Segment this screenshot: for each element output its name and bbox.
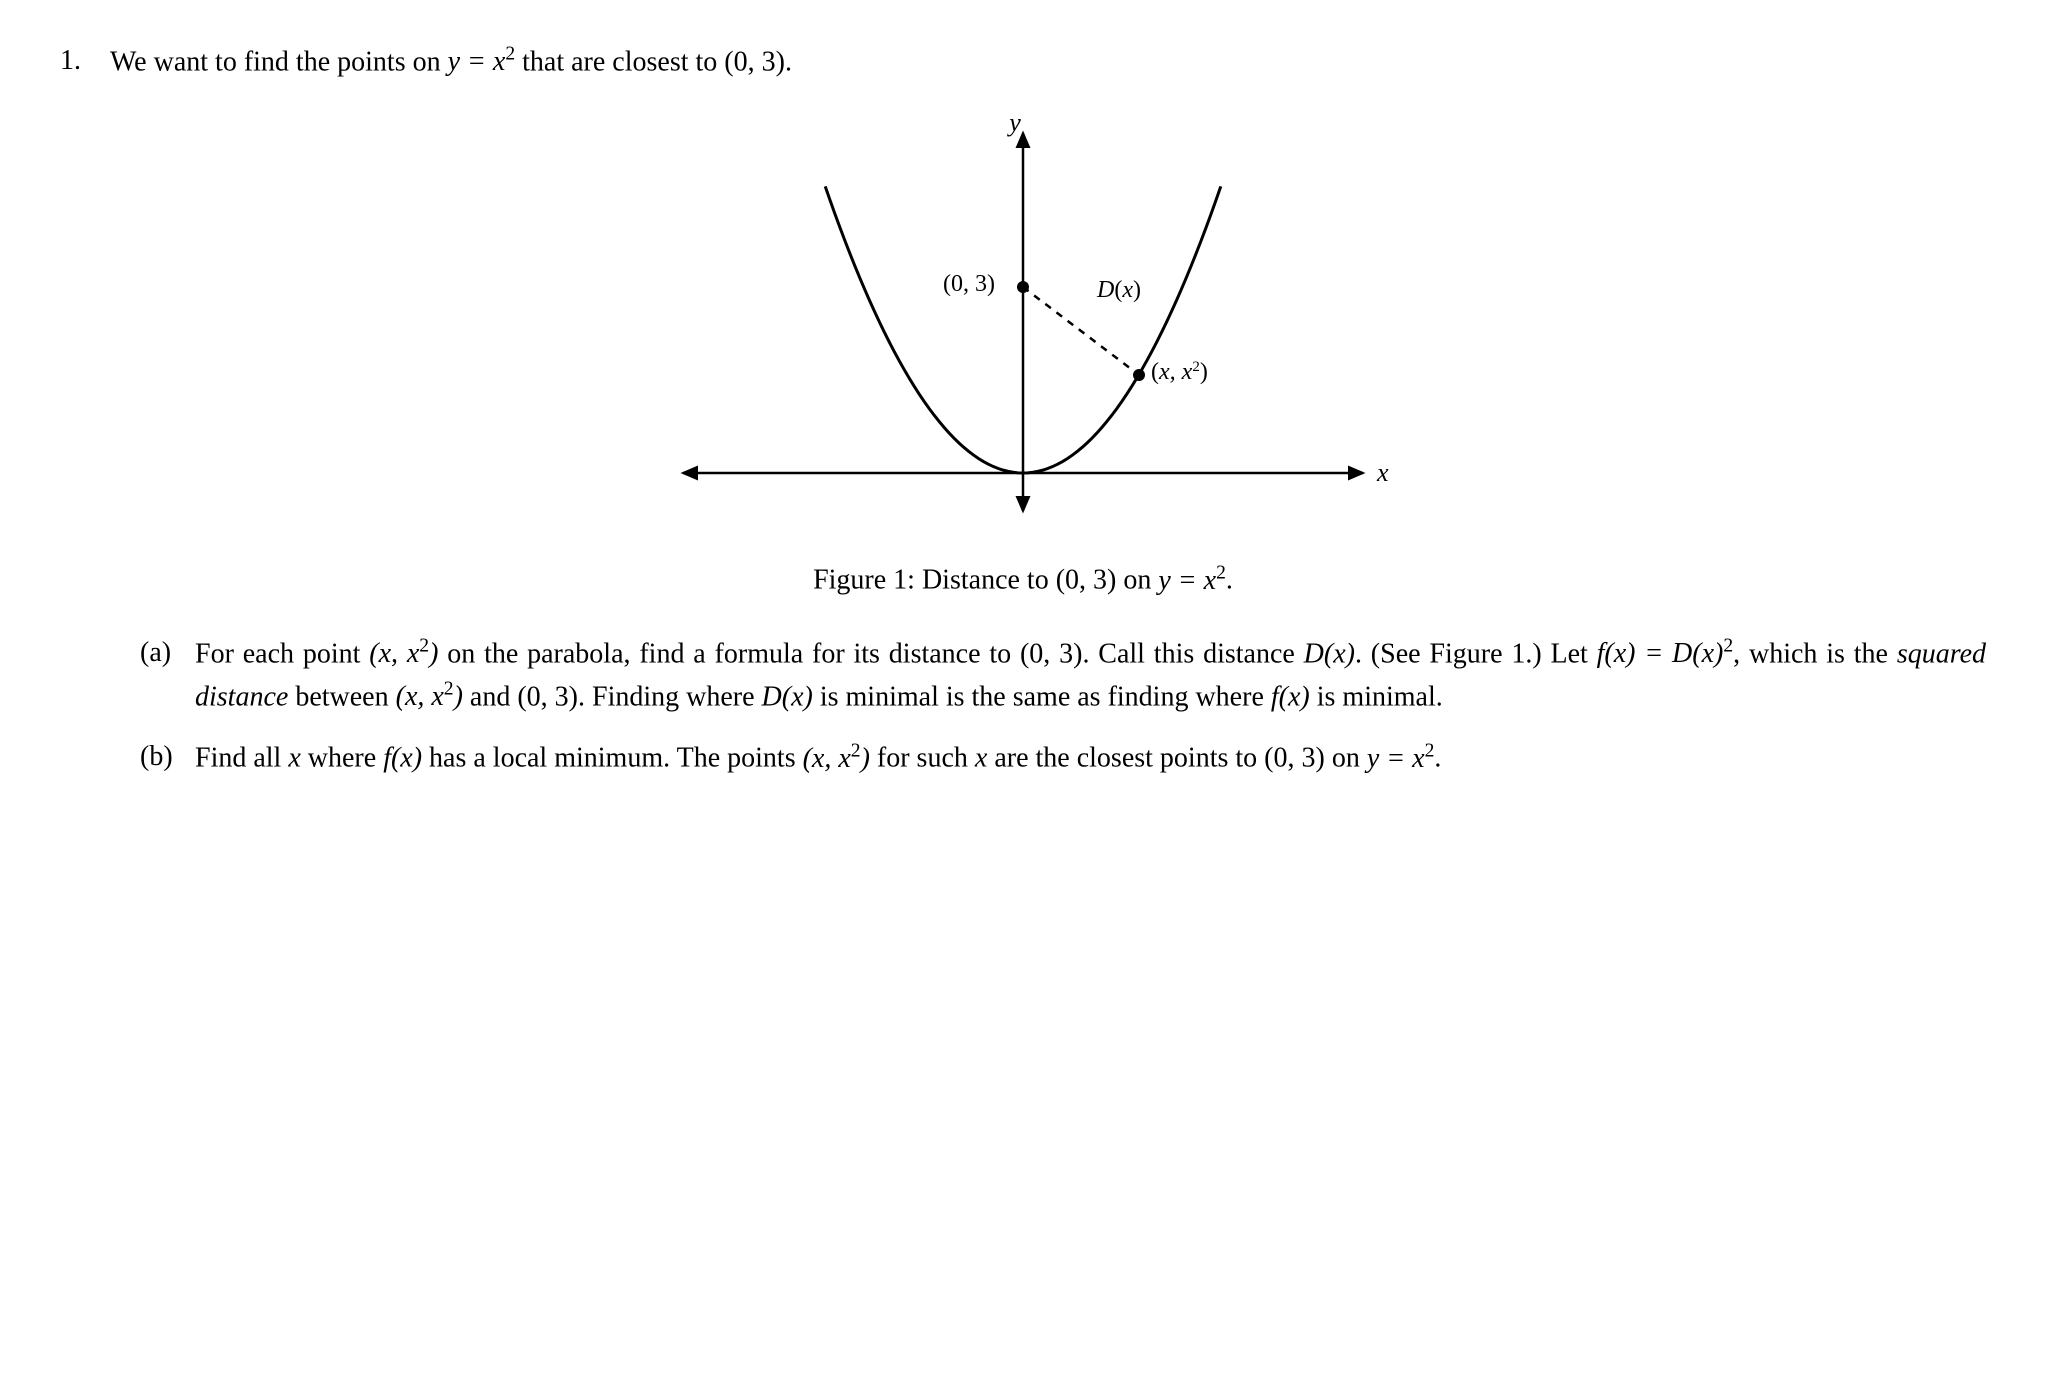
problem-number: 1. (60, 40, 110, 82)
intro-end: . (785, 46, 792, 77)
part-a: (a) For each point ((x, xx, x2) on the p… (140, 632, 1986, 719)
part-a-body: For each point ((x, xx, x2) on the parab… (195, 632, 1986, 719)
intro-pre: We want to find the points on (110, 46, 448, 77)
intro-mid: that are closest to (515, 46, 724, 77)
svg-text:(0, 3): (0, 3) (943, 271, 995, 297)
intro-eq: y = x2 (448, 46, 516, 77)
caption-pre: Figure 1: Distance to (813, 565, 1056, 596)
figure-svg: x y (0, 3) (x, x2) D(x) (643, 113, 1403, 533)
part-b-label: (b) (140, 736, 195, 778)
svg-text:(x, x2): (x, x2) (1151, 359, 1208, 385)
caption-point: (0, 3) (1056, 565, 1117, 596)
svg-text:y: y (1006, 113, 1021, 137)
caption-mid: on (1116, 565, 1158, 596)
svg-text:D(x): D(x) (1096, 277, 1141, 303)
caption-end: . (1226, 565, 1233, 596)
figure-1: x y (0, 3) (x, x2) D(x) Figure 1: Distance t… (60, 113, 1986, 601)
svg-text:x: x (1376, 458, 1389, 487)
part-b: (b) Find all x where f(x) has a local mi… (140, 736, 1986, 779)
figure-caption: Figure 1: Distance to (0, 3) on y = x2. (60, 558, 1986, 601)
part-a-label: (a) (140, 632, 195, 674)
problem-1: 1. We want to find the points on y = x2 … (60, 40, 1986, 83)
intro-point: (0, 3) (724, 46, 785, 77)
part-b-body: Find all x where f(x) has a local minimu… (195, 736, 1986, 779)
caption-eq: y = x2 (1158, 565, 1226, 596)
problem-intro: We want to find the points on y = x2 tha… (110, 40, 792, 83)
subparts: (a) For each point ((x, xx, x2) on the p… (140, 632, 1986, 780)
